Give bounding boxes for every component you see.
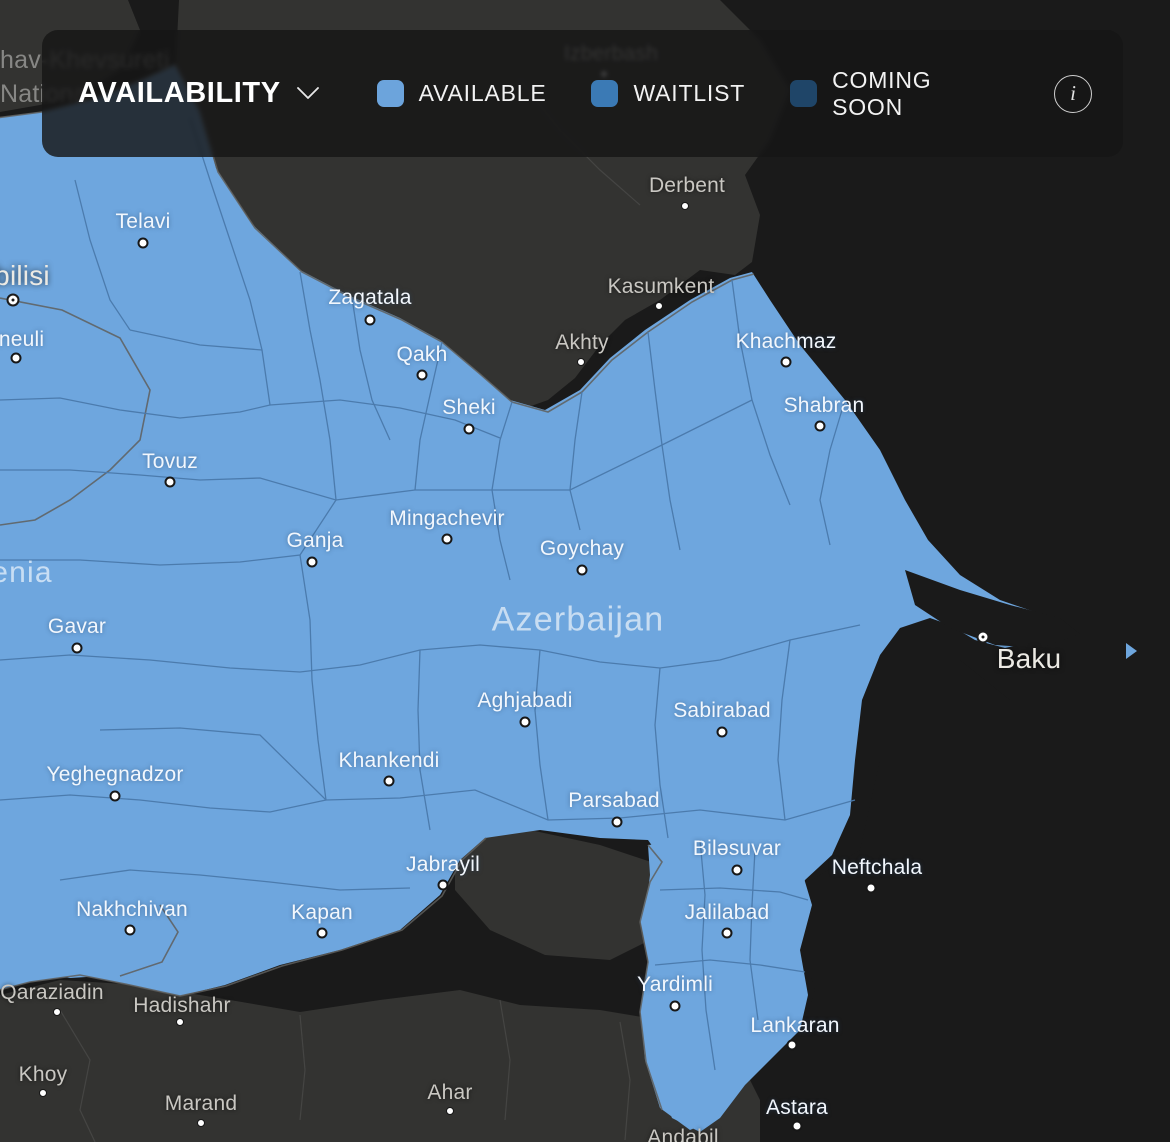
city-marker-ganja[interactable]: [306, 556, 318, 568]
district-borders: [0, 117, 861, 1071]
city-marker-neftchala[interactable]: [865, 882, 877, 894]
city-marker-tovuz[interactable]: [164, 476, 176, 488]
city-marker-qaraziadin[interactable]: [53, 1008, 61, 1016]
legend-item-waitlist[interactable]: WAITLIST: [591, 80, 745, 107]
city-marker-aghjabadi[interactable]: [519, 716, 531, 728]
legend-items: AVAILABLE WAITLIST COMING SOON: [376, 67, 1053, 121]
land-outside-south-lobe: [455, 830, 660, 960]
city-marker-sheki[interactable]: [463, 423, 475, 435]
city-marker-jabrayil[interactable]: [437, 879, 449, 891]
legend-label-waitlist: WAITLIST: [633, 80, 746, 106]
city-marker-lankaran[interactable]: [786, 1039, 798, 1051]
caspian-bay-north: [905, 570, 1080, 648]
swatch-coming-soon: [790, 80, 818, 107]
country-borders: [0, 63, 755, 1111]
city-marker-telavi[interactable]: [137, 237, 149, 249]
legend-label-coming-soon: COMING SOON: [832, 66, 932, 120]
city-marker-goychay[interactable]: [576, 564, 588, 576]
city-marker-kasumkent[interactable]: [655, 302, 663, 310]
city-marker-sabirabad[interactable]: [716, 726, 728, 738]
land-outside-southeast: [760, 640, 1060, 1142]
legend-item-available[interactable]: AVAILABLE: [376, 80, 547, 107]
city-marker-nakhchivan[interactable]: [124, 924, 136, 936]
city-marker-zagatala[interactable]: [364, 314, 376, 326]
city-marker-qakh[interactable]: [416, 369, 428, 381]
city-marker-gavar[interactable]: [71, 642, 83, 654]
map-pan-arrow-icon: [1126, 643, 1137, 659]
availability-dropdown[interactable]: AVAILABILITY: [78, 77, 319, 110]
city-marker-marand[interactable]: [197, 1119, 205, 1127]
city-marker-akhty[interactable]: [577, 358, 585, 366]
land-outside-south: [0, 980, 760, 1142]
city-marker-hadishahr[interactable]: [176, 1018, 184, 1026]
swatch-available: [376, 80, 404, 107]
info-circle-icon: i: [1054, 74, 1093, 113]
info-button[interactable]: i: [1053, 74, 1093, 114]
chevron-down-icon[interactable]: [296, 87, 319, 100]
capital-marker-baku[interactable]: [978, 632, 988, 642]
legend-label-available: AVAILABLE: [418, 80, 547, 106]
city-marker-khankendi[interactable]: [383, 775, 395, 787]
coverage-region-nakhchivan: [0, 820, 175, 978]
city-marker-yeghegnadzor[interactable]: [109, 790, 121, 802]
city-marker-yardimli[interactable]: [669, 1000, 681, 1012]
city-marker-khachmaz[interactable]: [780, 356, 792, 368]
city-marker-derbent[interactable]: [681, 202, 689, 210]
city-marker-jalilabad[interactable]: [721, 927, 733, 939]
city-marker-mingachevir[interactable]: [441, 533, 453, 545]
coverage-region-lankaran: [645, 840, 812, 1132]
city-marker-kapan[interactable]: [316, 927, 328, 939]
capital-marker-bilisi[interactable]: [8, 295, 18, 305]
legend-item-coming-soon[interactable]: COMING SOON: [790, 67, 1008, 121]
city-marker-astara[interactable]: [791, 1120, 803, 1132]
city-marker-rneuli[interactable]: [10, 352, 22, 364]
city-marker-shabran[interactable]: [814, 420, 826, 432]
city-marker-parsabad[interactable]: [611, 816, 623, 828]
availability-legend-panel: AVAILABILITY AVAILABLE WAITLIST COMING S…: [42, 30, 1123, 157]
availability-title: AVAILABILITY: [78, 77, 281, 109]
swatch-waitlist: [591, 80, 619, 107]
city-marker-biləsuvar[interactable]: [731, 864, 743, 876]
city-marker-ahar[interactable]: [446, 1107, 454, 1115]
city-marker-khoy[interactable]: [39, 1089, 47, 1097]
